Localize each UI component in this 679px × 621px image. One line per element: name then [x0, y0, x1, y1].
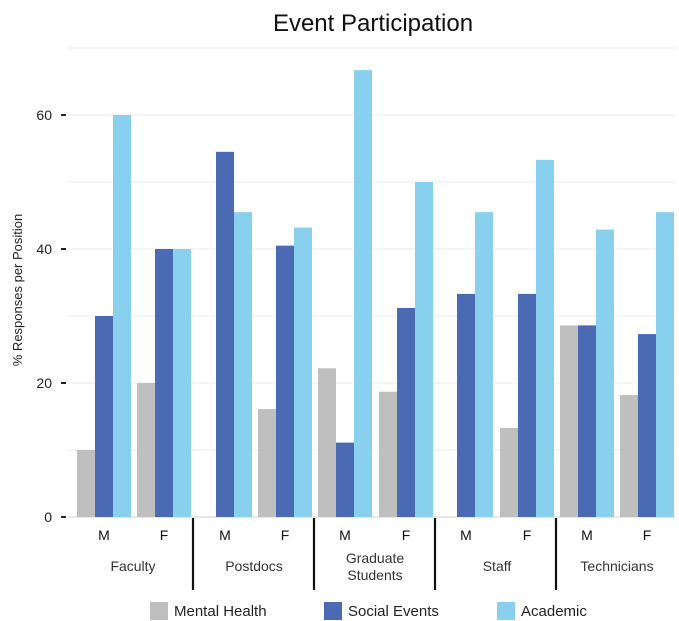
legend-label: Mental Health: [174, 603, 267, 620]
bar: [620, 395, 638, 517]
subgroup-label: M: [339, 527, 351, 543]
bar: [276, 245, 294, 517]
group-label: Graduate Students: [346, 550, 405, 583]
bar: [518, 293, 536, 517]
subgroup-label: F: [160, 527, 169, 543]
bars: [77, 70, 674, 518]
legend: Mental Health Social Events Academic: [150, 602, 587, 620]
legend-label: Academic: [521, 603, 587, 620]
bar: [173, 249, 191, 517]
bar: [294, 227, 312, 517]
legend-swatch: [150, 602, 168, 620]
y-axis-label: % Responses per Position: [10, 214, 25, 366]
x-labels: M F M F M F M F M F Faculty Postdocs Graduate Student…: [98, 518, 654, 590]
bar: [379, 391, 397, 517]
subgroup-label: F: [281, 527, 290, 543]
bar: [155, 249, 173, 517]
bar: [77, 450, 95, 517]
y-tick-label: 20: [36, 375, 52, 391]
bar: [560, 325, 578, 517]
bar: [258, 409, 276, 517]
bar: [216, 151, 234, 517]
subgroup-label: F: [643, 527, 652, 543]
bar: [500, 427, 518, 517]
bar: [336, 442, 354, 517]
group-label: Technicians: [580, 558, 653, 574]
bar: [318, 368, 336, 517]
bar: [354, 70, 372, 518]
subgroup-label: M: [460, 527, 472, 543]
y-tick-label: 40: [36, 241, 52, 257]
group-label: Faculty: [110, 558, 155, 574]
legend-label: Social Events: [348, 603, 439, 620]
bar: [596, 229, 614, 517]
bar: [397, 307, 415, 517]
subgroup-label: F: [523, 527, 532, 543]
bar: [475, 212, 493, 517]
bar: [234, 212, 252, 517]
bar: [113, 115, 131, 517]
bar: [457, 293, 475, 517]
bar: [137, 383, 155, 517]
legend-swatch: [497, 602, 515, 620]
y-tick-label: 0: [44, 509, 52, 525]
subgroup-label: F: [402, 527, 411, 543]
bar: [536, 159, 554, 517]
bar: [638, 334, 656, 517]
y-ticks: 0 20 40 60: [36, 107, 66, 525]
y-tick-label: 60: [36, 107, 52, 123]
subgroup-label: M: [581, 527, 593, 543]
bar: [415, 182, 433, 517]
group-label: Staff: [483, 558, 512, 574]
bar: [578, 325, 596, 517]
subgroup-label: M: [219, 527, 231, 543]
legend-swatch: [324, 602, 342, 620]
group-label: Postdocs: [225, 558, 283, 574]
chart-title: Event Participation: [273, 10, 473, 37]
bar: [95, 316, 113, 517]
bar: [656, 212, 674, 517]
subgroup-label: M: [98, 527, 110, 543]
